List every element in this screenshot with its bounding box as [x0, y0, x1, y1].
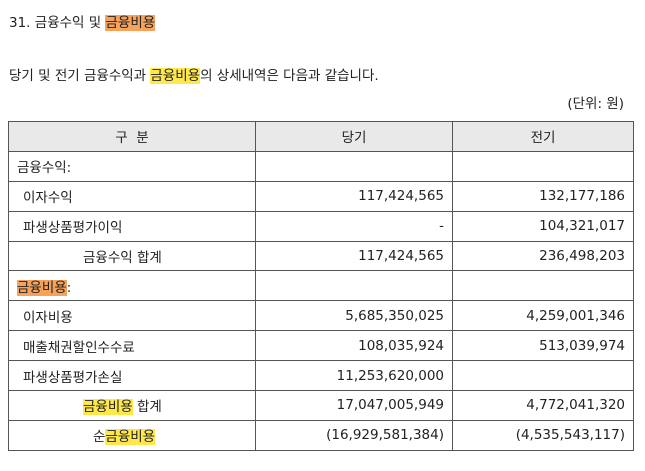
header-prior: 전기	[452, 121, 634, 152]
description-highlight: 금융비용	[150, 68, 201, 84]
header-category: 구 분	[8, 121, 256, 152]
row-prior	[452, 360, 634, 392]
section-title-highlight: 금융비용	[105, 15, 156, 31]
expense-total-row: 금융비용 합계 17,047,005,949 4,772,041,320	[8, 390, 634, 421]
expense-section-highlight: 금융비용	[17, 279, 67, 296]
net-row: 순금융비용 (16,929,581,384) (4,535,543,117)	[8, 419, 634, 451]
expense-section-row: 금융비용:	[8, 270, 634, 302]
income-section-row: 금융수익:	[8, 150, 634, 182]
income-total-prior: 236,498,203	[452, 240, 634, 272]
row-prior: 4,259,001,346	[452, 300, 634, 332]
description-part1: 당기 및 전기 금융수익과	[9, 68, 147, 84]
expense-total-current: 17,047,005,949	[255, 390, 453, 421]
table-row: 이자비용 5,685,350,025 4,259,001,346	[8, 300, 634, 332]
row-current: 5,685,350,025	[255, 300, 453, 332]
expense-section-suffix: :	[66, 279, 72, 296]
header-row: 구 분 당기 전기	[8, 121, 634, 152]
table-row: 이자수익 117,424,565 132,177,186	[8, 180, 634, 212]
row-label: 이자수익	[8, 180, 256, 212]
expense-section-label: 금융비용:	[8, 270, 256, 302]
income-total-current: 117,424,565	[255, 240, 453, 272]
income-total-row: 금융수익 합계 117,424,565 236,498,203	[8, 240, 634, 272]
row-current: 117,424,565	[255, 180, 453, 212]
net-label: 순금융비용	[8, 419, 256, 451]
net-label-highlight: 금융비용	[105, 429, 156, 446]
unit-label: (단위: 원)	[567, 96, 624, 112]
financial-table: 구 분 당기 전기 금융수익: 이자수익 117,424,565 132,177…	[8, 121, 634, 451]
row-current: -	[255, 210, 453, 242]
section-title: 31. 금융수익 및 금융비용	[9, 11, 156, 31]
row-current: 11,253,620,000	[255, 360, 453, 392]
description: 당기 및 전기 금융수익과 금융비용의 상세내역은 다음과 같습니다.	[9, 64, 379, 84]
row-label: 매출채권할인수수료	[8, 330, 256, 362]
row-label: 파생상품평가이익	[8, 210, 256, 242]
section-number: 31.	[9, 15, 31, 31]
row-label: 이자비용	[8, 300, 256, 332]
row-current: 108,035,924	[255, 330, 453, 362]
expense-total-label: 금융비용 합계	[8, 390, 256, 421]
expense-total-prior: 4,772,041,320	[452, 390, 634, 421]
row-prior: 104,321,017	[452, 210, 634, 242]
row-prior: 132,177,186	[452, 180, 634, 212]
row-label: 파생상품평가손실	[8, 360, 256, 392]
income-section-label: 금융수익:	[8, 150, 256, 182]
description-part2: 의 상세내역은 다음과 같습니다.	[200, 68, 379, 84]
expense-total-suffix: 합계	[132, 399, 162, 416]
table-row: 파생상품평가이익 - 104,321,017	[8, 210, 634, 242]
expense-total-highlight: 금융비용	[83, 399, 133, 416]
income-total-label: 금융수익 합계	[8, 240, 256, 272]
row-prior: 513,039,974	[452, 330, 634, 362]
header-current: 당기	[255, 121, 453, 152]
table-row: 파생상품평가손실 11,253,620,000	[8, 360, 634, 392]
net-label-prefix: 순	[93, 429, 106, 446]
net-current: (16,929,581,384)	[255, 419, 453, 451]
section-title-text: 금융수익 및	[34, 15, 102, 31]
table-row: 매출채권할인수수료 108,035,924 513,039,974	[8, 330, 634, 362]
net-prior: (4,535,543,117)	[452, 419, 634, 451]
